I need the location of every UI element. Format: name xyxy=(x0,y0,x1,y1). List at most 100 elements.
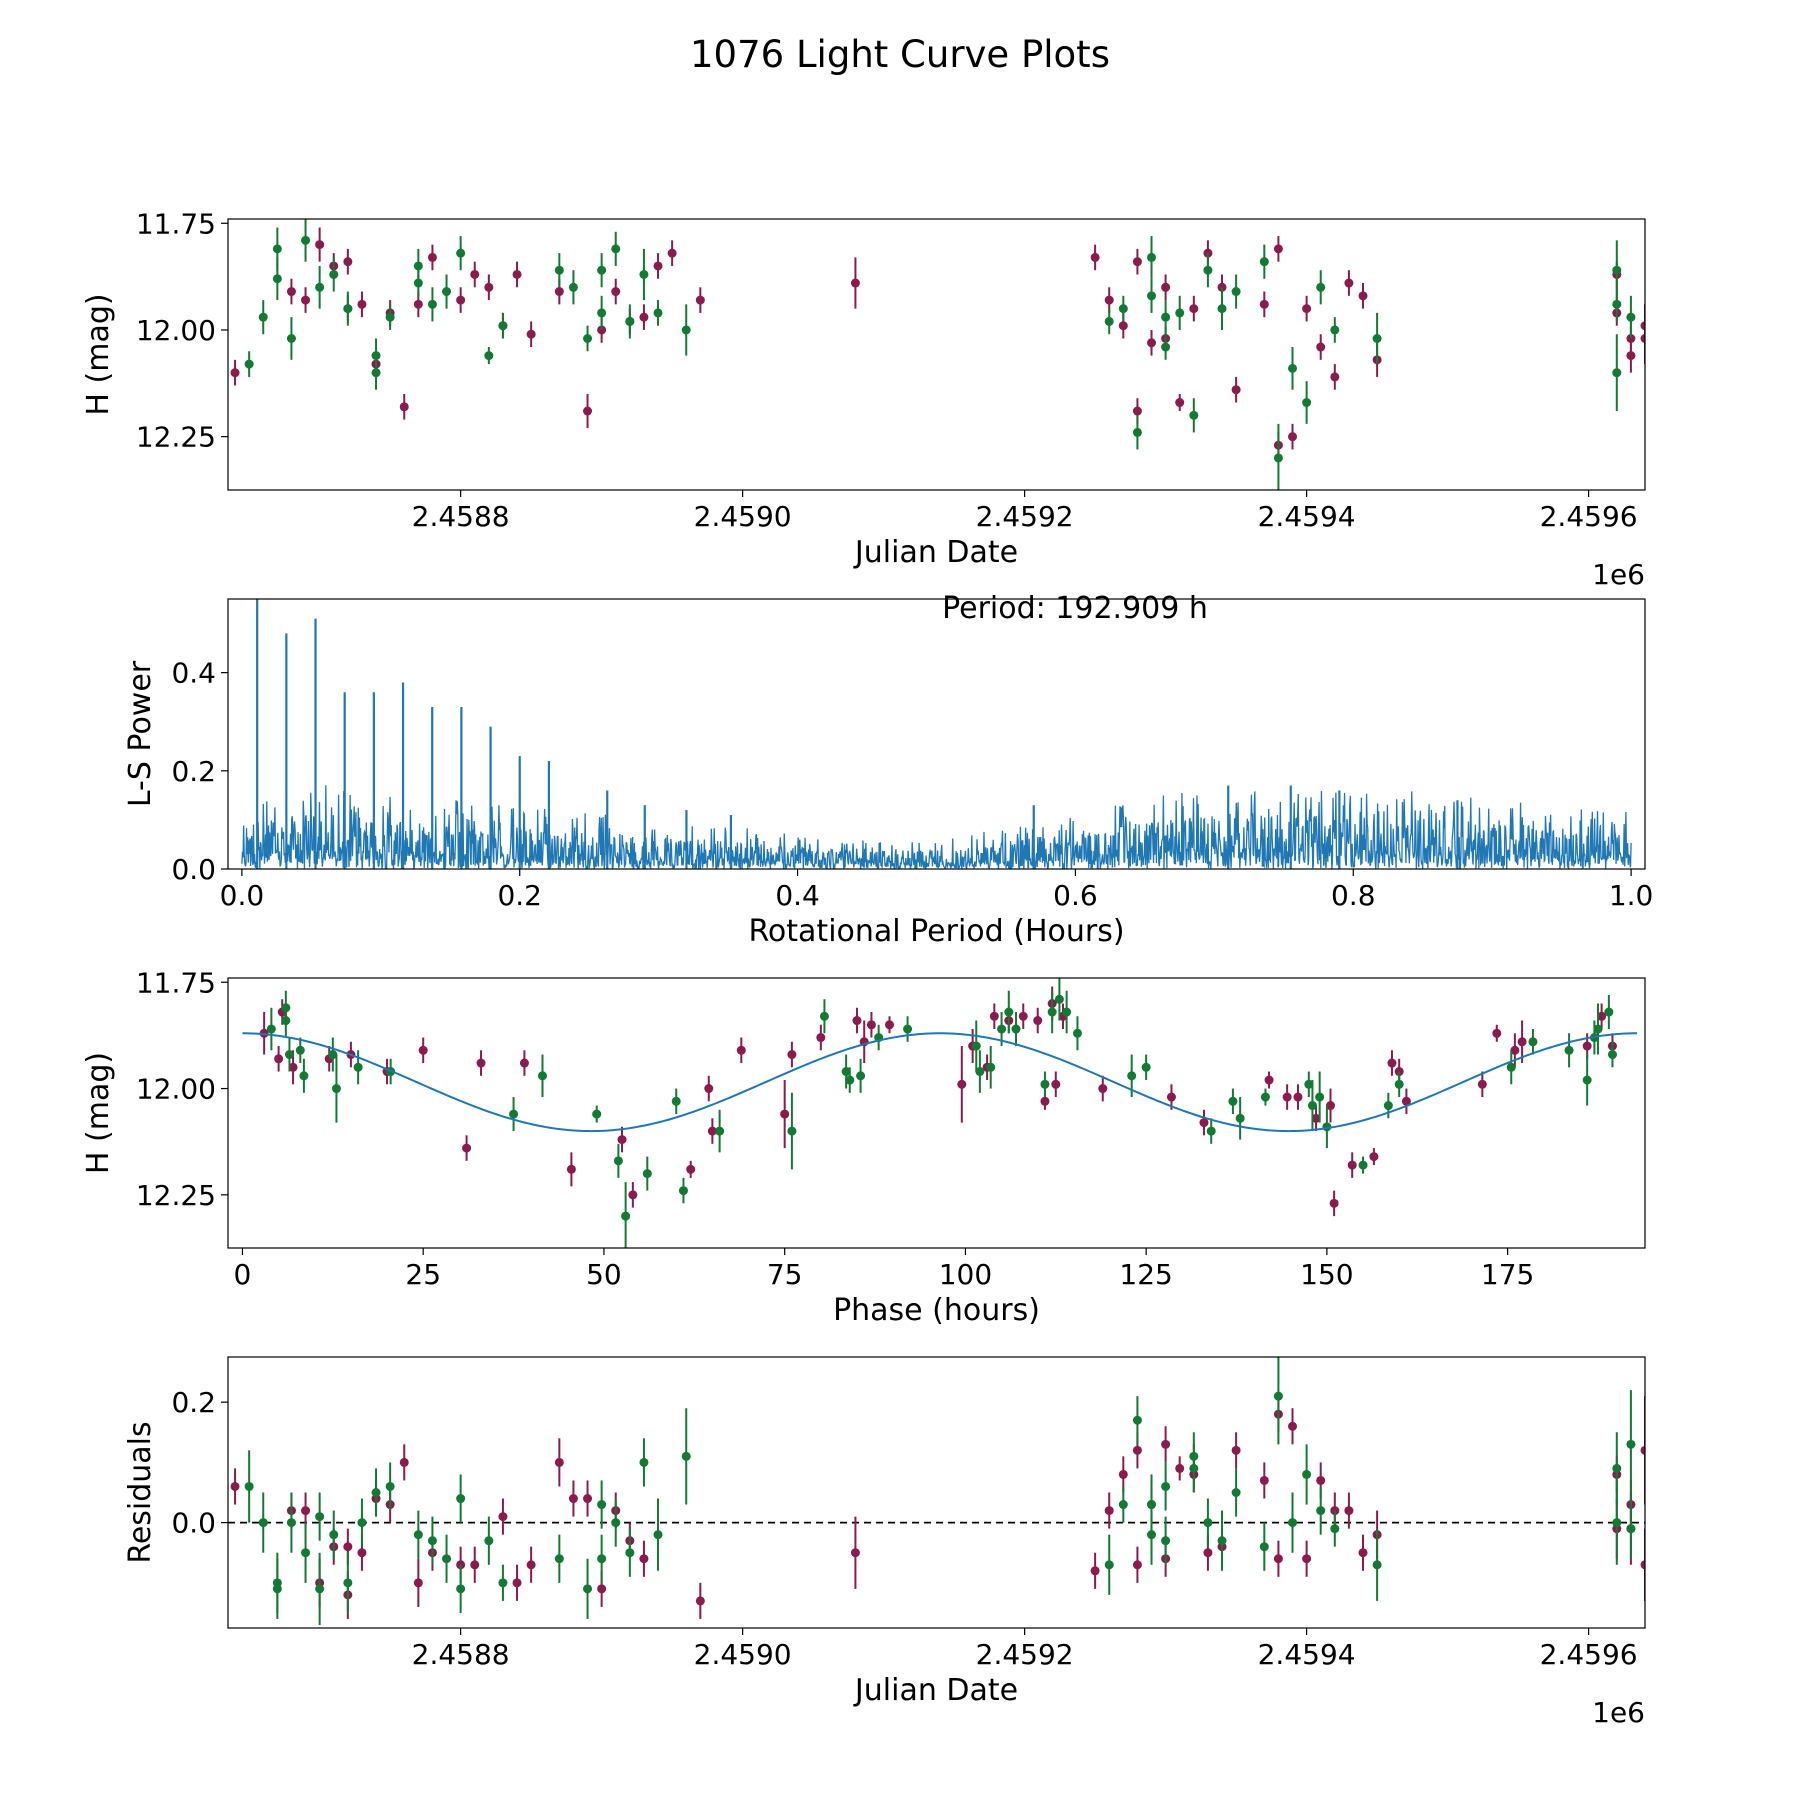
data-point-red xyxy=(343,1542,353,1552)
data-point-green xyxy=(413,1530,423,1540)
data-point-green xyxy=(1231,287,1241,297)
data-point-green xyxy=(1358,1160,1368,1170)
data-point-red xyxy=(583,406,593,416)
data-point-green xyxy=(1147,1500,1157,1510)
data-point-green xyxy=(1383,1101,1393,1111)
data-point-green xyxy=(1626,1524,1636,1534)
data-point-red xyxy=(653,261,663,271)
lightcurve-offset-label: 1e6 xyxy=(1592,558,1645,591)
data-point-red xyxy=(413,1578,423,1588)
x-tick-label: 50 xyxy=(586,1258,622,1291)
data-point-red xyxy=(566,1164,576,1174)
data-point-green xyxy=(613,1156,623,1166)
data-point-green xyxy=(301,235,311,245)
data-point-green xyxy=(1147,291,1157,301)
data-point-green xyxy=(639,1457,649,1467)
data-point-red xyxy=(1161,1439,1171,1449)
phased-xlabel: Phase (hours) xyxy=(833,1293,1040,1328)
data-point-green xyxy=(1047,1007,1057,1017)
x-tick-label: 100 xyxy=(939,1258,992,1291)
x-tick-label: 2.4590 xyxy=(694,1638,792,1671)
data-point-red xyxy=(1264,1075,1274,1085)
data-point-red xyxy=(1132,406,1142,416)
data-point-red xyxy=(399,402,409,412)
data-point-green xyxy=(301,1548,311,1558)
data-point-red xyxy=(1358,291,1368,301)
data-point-red xyxy=(736,1045,746,1055)
data-point-red xyxy=(512,269,522,279)
data-point-red xyxy=(1018,1011,1028,1021)
data-point-green xyxy=(611,244,621,254)
phased-plot-area: 0 25 50 75 100 125 150 175 12.25 12.00 11.75 xyxy=(136,966,1646,1291)
data-point-red xyxy=(1344,278,1354,288)
data-point-red xyxy=(611,287,621,297)
data-point-green xyxy=(975,1067,985,1077)
data-point-red xyxy=(639,1554,649,1564)
data-point-green xyxy=(1612,1518,1622,1528)
data-point-red xyxy=(1316,342,1326,352)
data-point-green xyxy=(331,1084,341,1094)
axes-frame xyxy=(227,218,1646,491)
data-point-green xyxy=(568,282,578,292)
data-point-green xyxy=(286,333,296,343)
data-point-red xyxy=(301,1506,311,1516)
data-point-green xyxy=(1072,1028,1082,1038)
data-point-green xyxy=(1141,1062,1151,1072)
data-point-green xyxy=(1260,1092,1270,1102)
data-point-red xyxy=(1273,244,1283,254)
y-tick-label: 0.0 xyxy=(171,1507,216,1540)
data-point-red xyxy=(852,1016,862,1026)
data-point-red xyxy=(1259,299,1269,309)
data-point-green xyxy=(1302,1469,1312,1479)
data-point-green xyxy=(1626,312,1636,322)
data-point-red xyxy=(667,248,677,258)
data-point-red xyxy=(1288,432,1298,442)
data-point-red xyxy=(1288,1421,1298,1431)
data-point-green xyxy=(681,1451,691,1461)
data-point-red xyxy=(1640,1560,1645,1570)
data-point-red xyxy=(1040,1096,1050,1106)
data-point-red xyxy=(484,282,494,292)
periodogram-lines xyxy=(241,599,1632,869)
data-point-green xyxy=(456,248,466,258)
data-point-red xyxy=(1147,338,1157,348)
data-point-red xyxy=(1090,252,1100,262)
x-tick-label: 0.6 xyxy=(1053,879,1098,912)
data-point-green xyxy=(1612,299,1622,309)
data-point-green xyxy=(1288,1518,1298,1528)
data-point-red xyxy=(413,299,423,309)
data-point-red xyxy=(286,287,296,297)
data-point-green xyxy=(653,308,663,318)
data-point-green xyxy=(1273,1391,1283,1401)
data-point-green xyxy=(1004,1007,1014,1017)
data-point-red xyxy=(1231,1445,1241,1455)
data-point-red xyxy=(1132,1445,1142,1455)
data-point-green xyxy=(329,1530,339,1540)
data-point-green xyxy=(1372,333,1382,343)
data-point-green xyxy=(1203,265,1213,275)
x-tick-label: 2.4588 xyxy=(412,1638,510,1671)
data-point-red xyxy=(288,1062,298,1072)
data-point-green xyxy=(1315,1092,1325,1102)
data-point-green xyxy=(328,1050,338,1060)
x-tick-label: 2.4592 xyxy=(976,500,1074,533)
data-point-red xyxy=(704,1084,714,1094)
data-point-green xyxy=(371,368,381,378)
x-tick-label: 2.4588 xyxy=(412,500,510,533)
data-point-green xyxy=(653,1530,663,1540)
lightcurve-plot-area: 2.4588 2.4590 2.4592 2.4594 2.4596 12.25 12.00… xyxy=(136,207,1646,533)
data-point-green xyxy=(1132,427,1142,437)
data-point-red xyxy=(301,295,311,305)
data-point-green xyxy=(1235,1113,1245,1123)
axes-frame xyxy=(227,977,1646,1249)
data-point-green xyxy=(537,1071,547,1081)
data-point-red xyxy=(1282,1092,1292,1102)
data-point-red xyxy=(427,252,437,262)
data-point-red xyxy=(1401,1096,1411,1106)
data-point-red xyxy=(1175,398,1185,408)
data-point-green xyxy=(903,1024,913,1034)
data-point-green xyxy=(1612,1463,1622,1473)
data-point-green xyxy=(1203,1518,1213,1528)
data-point-red xyxy=(1132,257,1142,267)
